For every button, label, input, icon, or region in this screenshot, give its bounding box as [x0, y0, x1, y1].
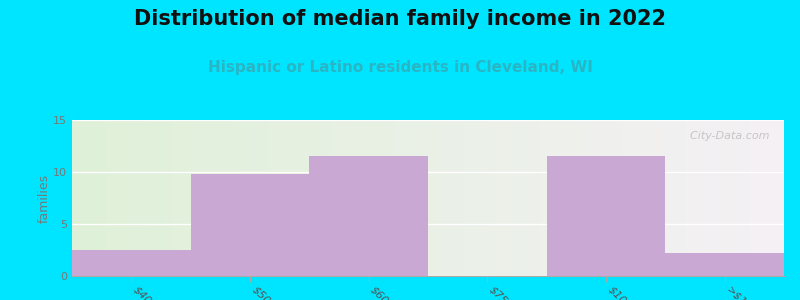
Bar — [666, 253, 784, 276]
Bar — [310, 156, 428, 276]
Bar — [190, 174, 310, 276]
Text: Hispanic or Latino residents in Cleveland, WI: Hispanic or Latino residents in Clevelan… — [207, 60, 593, 75]
Bar — [546, 156, 666, 276]
Text: Distribution of median family income in 2022: Distribution of median family income in … — [134, 9, 666, 29]
Text: City-Data.com: City-Data.com — [683, 131, 770, 141]
Bar — [72, 250, 190, 276]
Y-axis label: families: families — [38, 173, 50, 223]
